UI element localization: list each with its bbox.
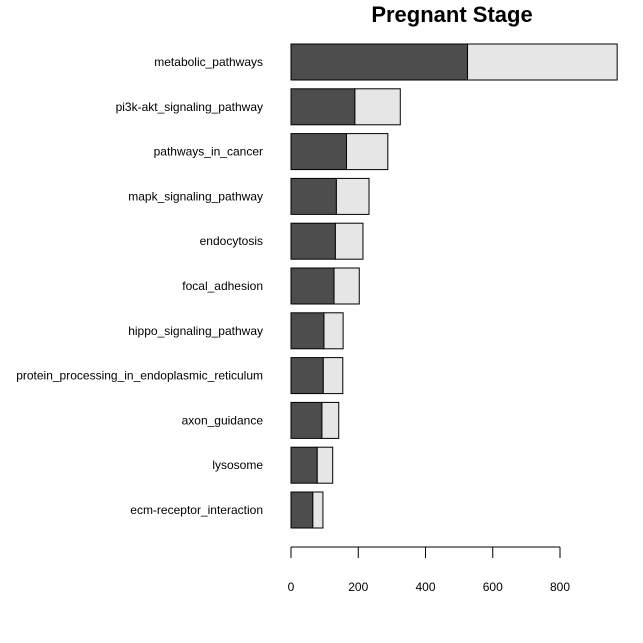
category-label: ecm-receptor_interaction bbox=[130, 503, 263, 517]
bar-dark-endocytosis bbox=[290, 222, 336, 260]
bar-dark-lysosome bbox=[290, 446, 318, 484]
bar-dark-focal-adhesion bbox=[290, 267, 335, 305]
bar-light-pathways-in-cancer bbox=[345, 133, 389, 171]
bar-light-metabolic-pathways bbox=[467, 43, 618, 81]
chart-title: Pregnant Stage bbox=[371, 2, 532, 27]
bar-dark-protein-processing-in-endoplasmic-reticulum bbox=[290, 357, 324, 395]
bar-light-axon-guidance bbox=[321, 401, 340, 439]
category-label: protein_processing_in_endoplasmic_reticu… bbox=[16, 369, 263, 383]
bar-light-lysosome bbox=[316, 446, 334, 484]
bar-light-mapk-signaling-pathway bbox=[335, 177, 370, 215]
bar-light-ecm-receptor-interaction bbox=[312, 491, 324, 529]
bar-light-pi3k-akt-signaling-pathway bbox=[354, 88, 401, 126]
bar-light-hippo-signaling-pathway bbox=[323, 312, 344, 350]
x-tick-label: 800 bbox=[550, 580, 570, 594]
bar-dark-metabolic-pathways bbox=[290, 43, 469, 81]
x-axis: 0 200 400 600 800 bbox=[288, 546, 570, 594]
bar-light-protein-processing-in-endoplasmic-reticulum bbox=[322, 357, 344, 395]
category-label: lysosome bbox=[212, 458, 263, 472]
bar-light-focal-adhesion bbox=[333, 267, 360, 305]
bar-dark-hippo-signaling-pathway bbox=[290, 312, 325, 350]
bar-dark-pathways-in-cancer bbox=[290, 133, 347, 171]
category-labels: metabolic_pathways pi3k-akt_signaling_pat… bbox=[16, 55, 263, 517]
bar-dark-pi3k-akt-signaling-pathway bbox=[290, 88, 356, 126]
category-label: focal_adhesion bbox=[182, 279, 263, 293]
category-label: metabolic_pathways bbox=[154, 55, 263, 69]
bar-light-endocytosis bbox=[334, 222, 364, 260]
x-tick-label: 600 bbox=[483, 580, 503, 594]
bar-dark-ecm-receptor-interaction bbox=[290, 491, 314, 529]
category-label: endocytosis bbox=[200, 234, 263, 248]
x-tick-label: 0 bbox=[288, 580, 295, 594]
bar-dark-axon-guidance bbox=[290, 401, 323, 439]
bars-group bbox=[290, 43, 618, 529]
x-tick-label: 200 bbox=[348, 580, 368, 594]
x-tick-label: 400 bbox=[415, 580, 435, 594]
category-label: axon_guidance bbox=[182, 413, 264, 427]
bar-dark-mapk-signaling-pathway bbox=[290, 177, 337, 215]
category-label: hippo_signaling_pathway bbox=[128, 324, 263, 338]
category-label: pathways_in_cancer bbox=[154, 145, 263, 159]
category-label: pi3k-akt_signaling_pathway bbox=[116, 100, 263, 114]
category-label: mapk_signaling_pathway bbox=[128, 189, 263, 203]
